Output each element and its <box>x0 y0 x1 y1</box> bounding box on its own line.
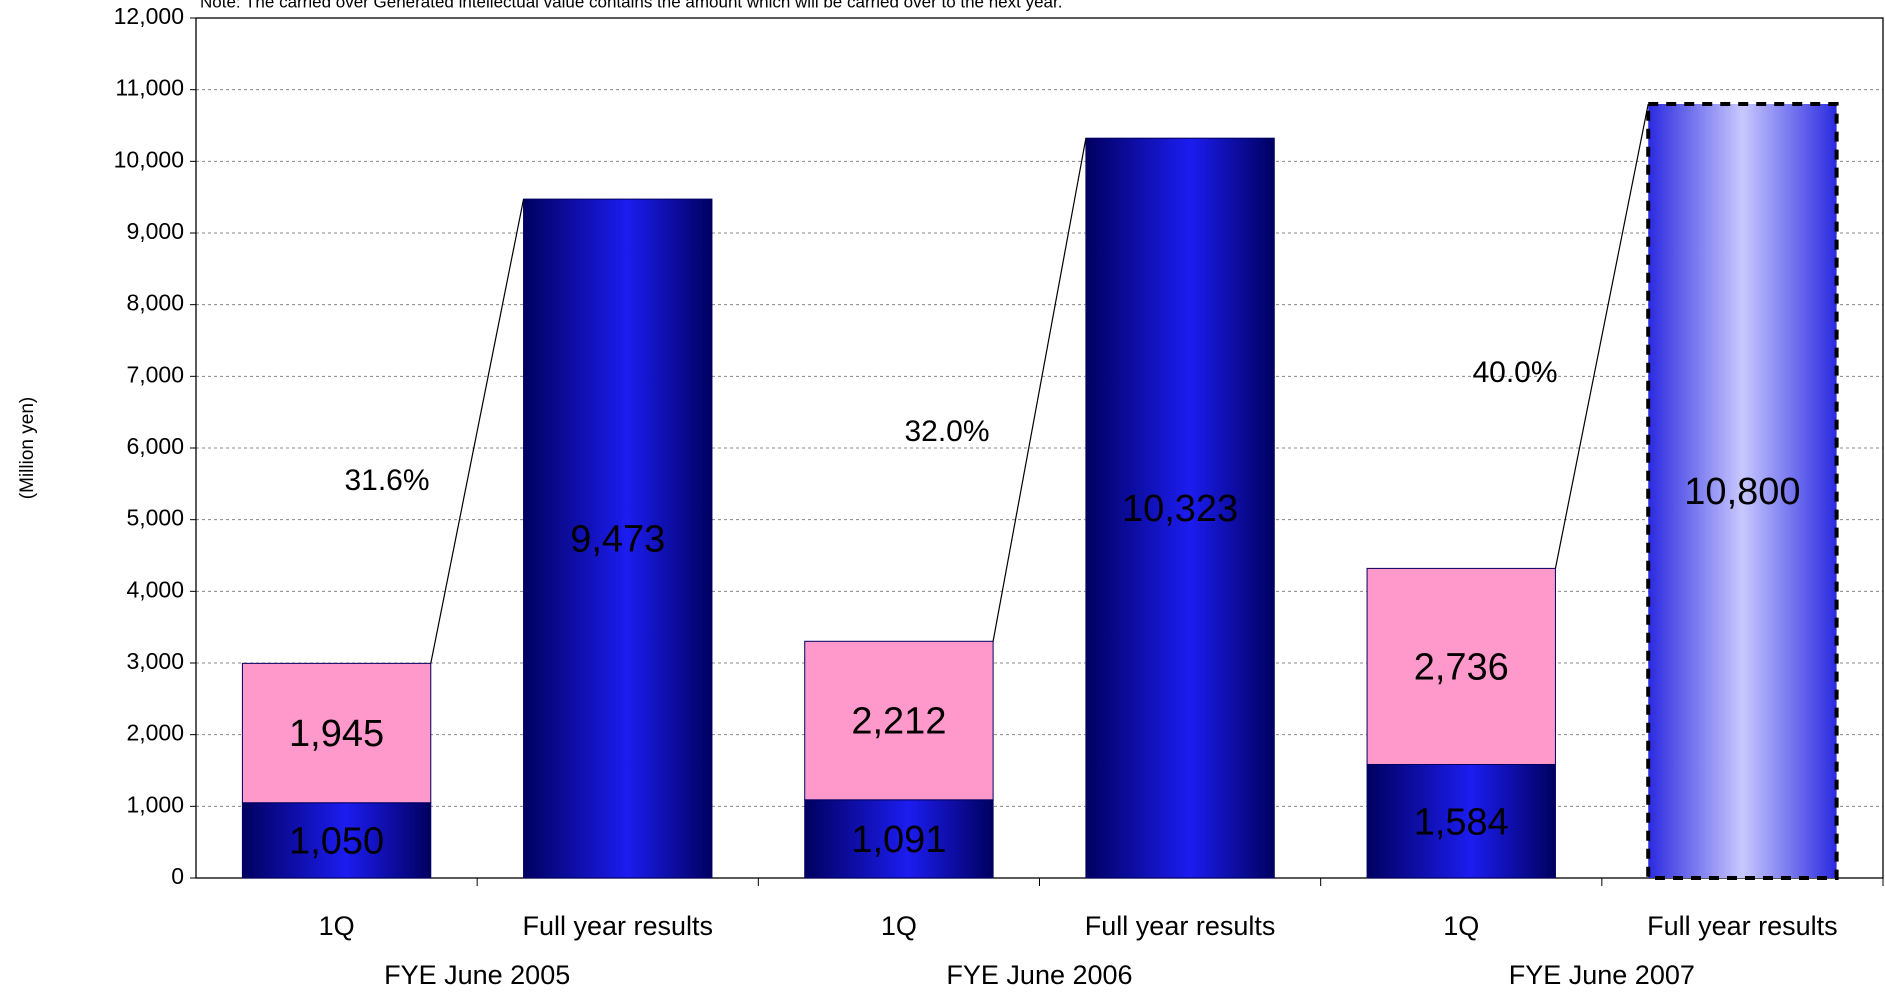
x-tick-label: Full year results <box>522 911 713 941</box>
data-label: 9,473 <box>570 519 665 561</box>
y-tick-label: 6,000 <box>126 433 184 459</box>
connector <box>992 138 1087 642</box>
group-label: FYE June 2006 <box>946 960 1132 990</box>
y-tick-label: 11,000 <box>115 75 184 101</box>
bar-segment <box>241 802 432 879</box>
bar-segment <box>804 640 994 801</box>
data-label: 1,050 <box>289 820 384 862</box>
bar-segment <box>1646 102 1839 880</box>
x-tick-label: 1Q <box>881 911 917 941</box>
annotation: 40.0% <box>1472 356 1557 389</box>
y-tick-label: 9,000 <box>126 218 184 244</box>
y-tick-label: 7,000 <box>126 361 184 387</box>
group-label: FYE June 2007 <box>1509 960 1695 990</box>
y-axis-label: (Million yen) <box>17 397 38 499</box>
y-tick-label: 5,000 <box>126 505 184 531</box>
connector <box>430 198 525 664</box>
bar-segment <box>241 662 432 804</box>
bar-segment <box>1366 567 1556 765</box>
bar-segment <box>804 799 994 879</box>
group-label: FYE June 2005 <box>384 960 570 990</box>
bar-segment <box>523 198 713 879</box>
data-label: 2,736 <box>1414 646 1509 688</box>
data-label: 2,212 <box>851 701 946 743</box>
y-tick-label: 1,000 <box>126 791 184 817</box>
bar-segment <box>1366 763 1556 879</box>
y-tick-label: 8,000 <box>126 290 184 316</box>
data-label: 1,091 <box>851 819 946 861</box>
note: Note: The carried over Generated intelle… <box>200 0 1062 11</box>
x-tick-label: 1Q <box>319 911 355 941</box>
data-label: 1,584 <box>1414 801 1509 843</box>
x-tick-label: Full year results <box>1085 911 1276 941</box>
data-label: 10,323 <box>1122 488 1238 530</box>
annotation: 32.0% <box>904 415 989 448</box>
x-tick-label: Full year results <box>1647 911 1838 941</box>
x-tick-label: 1Q <box>1443 911 1479 941</box>
y-tick-label: 4,000 <box>126 576 184 602</box>
y-tick-label: 10,000 <box>114 146 184 172</box>
bar-segment <box>1085 137 1275 879</box>
connector <box>1554 103 1649 569</box>
y-tick-label: 0 <box>171 863 184 889</box>
data-label: 10,800 <box>1684 471 1800 513</box>
y-tick-label: 12,000 <box>114 3 184 29</box>
y-tick-label: 2,000 <box>126 720 184 746</box>
data-label: 1,945 <box>289 713 384 755</box>
y-tick-label: 3,000 <box>126 648 184 674</box>
annotation: 31.6% <box>344 464 429 497</box>
